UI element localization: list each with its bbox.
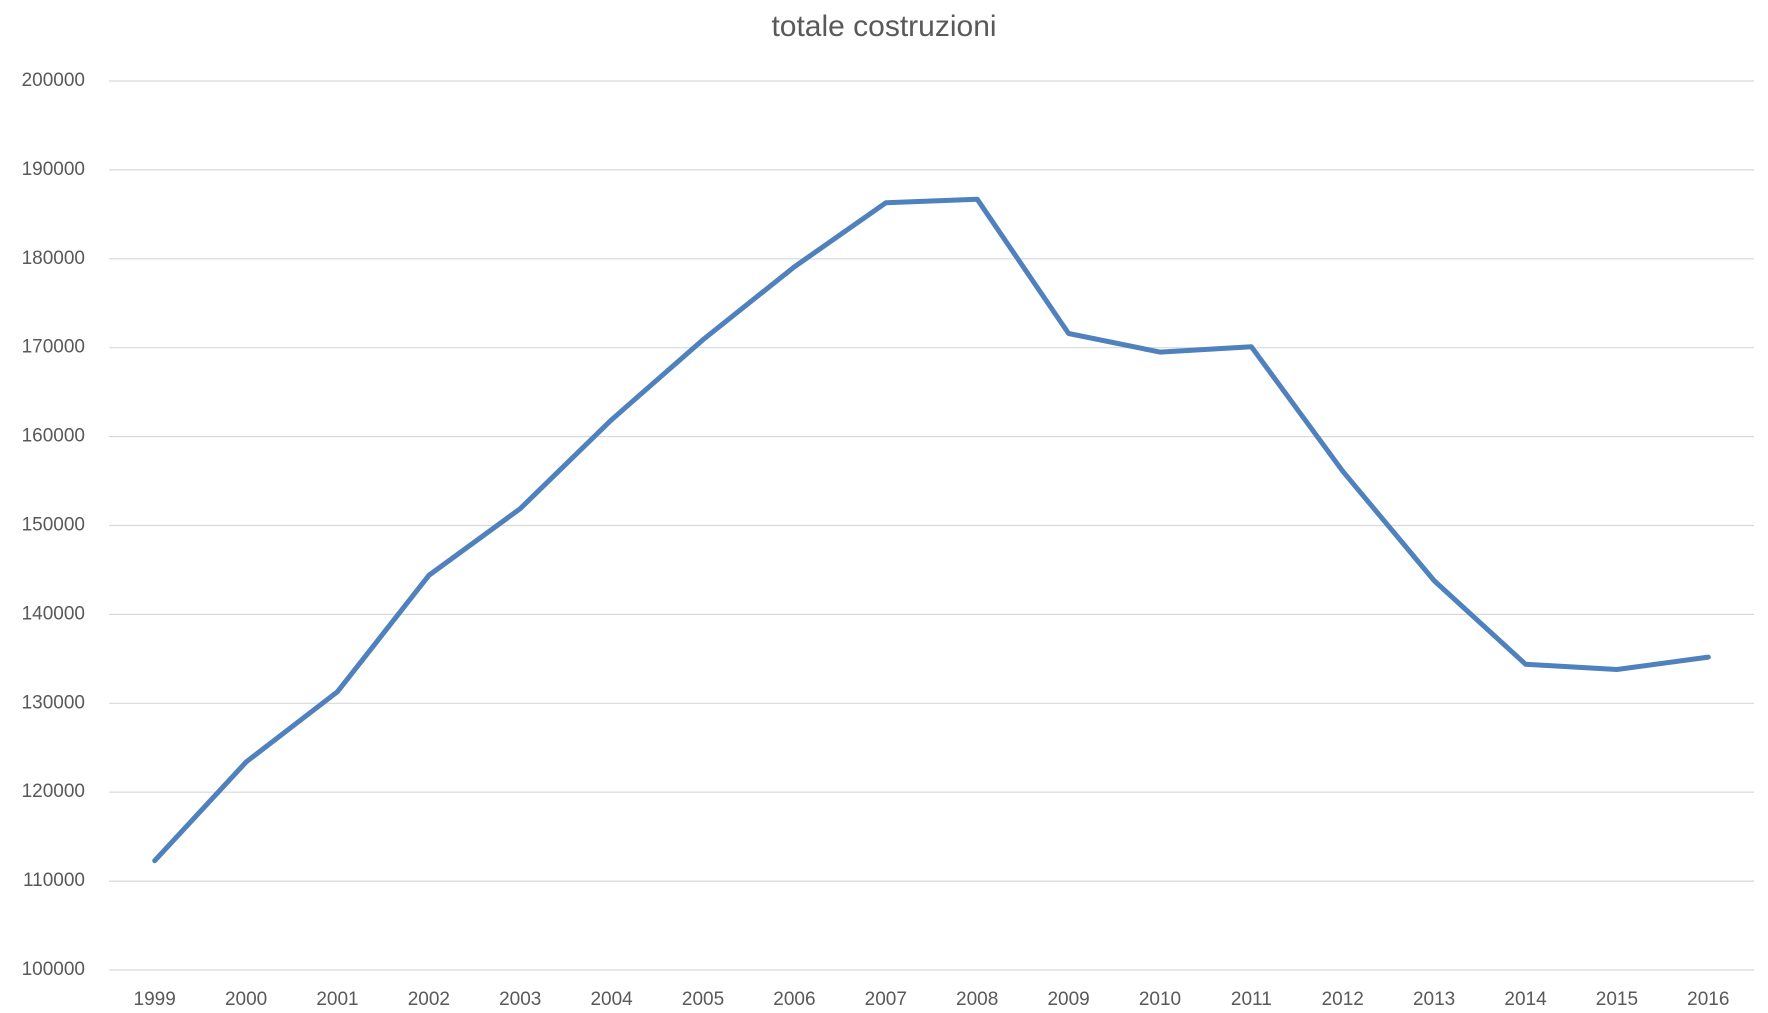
- x-tick-label: 2004: [590, 989, 633, 1010]
- x-tick-label: 2009: [1047, 989, 1089, 1010]
- y-tick-label: 160000: [22, 426, 85, 447]
- x-tick-label: 2015: [1596, 989, 1638, 1010]
- x-tick-label: 2008: [956, 989, 998, 1010]
- y-tick-label: 180000: [22, 248, 85, 269]
- x-tick-label: 2011: [1231, 989, 1272, 1010]
- y-tick-label: 120000: [22, 781, 85, 802]
- x-tick-label: 2001: [316, 989, 358, 1010]
- y-tick-label: 190000: [22, 159, 85, 180]
- x-tick-label: 2003: [499, 989, 541, 1010]
- x-tick-label: 1999: [134, 989, 176, 1010]
- x-tick-label: 2006: [773, 989, 815, 1010]
- x-tick-label: 2007: [865, 989, 907, 1010]
- x-tick-label: 2010: [1139, 989, 1181, 1010]
- x-tick-label: 2002: [408, 989, 450, 1010]
- chart-title: totale costruzioni: [771, 10, 996, 43]
- y-tick-label: 140000: [22, 603, 85, 624]
- x-tick-label: 2005: [682, 989, 724, 1010]
- y-tick-label: 200000: [22, 70, 85, 91]
- y-tick-label: 100000: [22, 959, 85, 980]
- y-tick-label: 110000: [23, 870, 85, 891]
- x-tick-label: 2016: [1687, 989, 1729, 1010]
- x-tick-label: 2012: [1322, 989, 1364, 1010]
- x-tick-label: 2013: [1413, 989, 1455, 1010]
- x-tick-label: 2014: [1504, 989, 1547, 1010]
- y-tick-label: 150000: [22, 515, 85, 536]
- y-tick-label: 170000: [22, 337, 85, 358]
- x-tick-label: 2000: [225, 989, 267, 1010]
- y-tick-label: 130000: [22, 692, 85, 713]
- data-line: [152, 196, 1711, 864]
